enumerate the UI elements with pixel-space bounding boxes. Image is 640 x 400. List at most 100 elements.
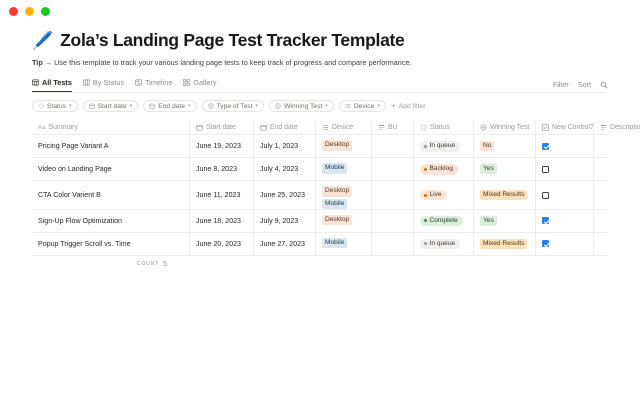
- cell-bu[interactable]: [372, 232, 414, 255]
- tab-timeline[interactable]: Timeline: [135, 75, 172, 92]
- cell-winning-test[interactable]: Yes: [474, 158, 536, 181]
- new-control-checkbox[interactable]: [542, 240, 549, 248]
- count-label[interactable]: COUNT: [137, 260, 159, 267]
- cell-end-date[interactable]: June 27, 2023: [254, 232, 316, 255]
- filter-pill-start-date[interactable]: Start date ▾: [82, 100, 139, 113]
- column-header-status[interactable]: Status: [414, 121, 474, 135]
- column-header-new-control-label: New Control?: [552, 124, 594, 132]
- column-header-summary[interactable]: Aa Summary: [32, 121, 190, 135]
- cell-end-date[interactable]: July 1, 2023: [254, 135, 316, 158]
- table-row[interactable]: CTA Color Varient B June 11, 2023 June 2…: [32, 181, 608, 210]
- column-header-end-date[interactable]: End date: [254, 121, 316, 135]
- column-header-device-label: Device: [332, 124, 354, 132]
- table-row[interactable]: Video on Landing Page June 8, 2023 July …: [32, 158, 608, 182]
- cell-start-date[interactable]: June 11, 2023: [190, 181, 254, 209]
- cell-summary[interactable]: Pricing Page Variant A: [32, 135, 190, 158]
- cell-start-date[interactable]: June 18, 2023: [190, 209, 254, 232]
- checkbox-icon: [542, 124, 549, 132]
- tab-gallery[interactable]: Gallery: [183, 75, 217, 92]
- cell-start-date[interactable]: June 8, 2023: [190, 158, 254, 181]
- column-header-device[interactable]: Device: [316, 121, 372, 135]
- search-icon[interactable]: [600, 81, 608, 89]
- table-header: Aa Summary Start date: [32, 121, 640, 136]
- new-control-checkbox[interactable]: [542, 142, 549, 150]
- cell-new-control[interactable]: [536, 158, 594, 181]
- column-header-bu-label: BU: [388, 124, 398, 132]
- cell-start-date[interactable]: June 19, 2023: [190, 135, 254, 158]
- new-control-checkbox[interactable]: [542, 217, 549, 225]
- column-header-end-date-label: End date: [270, 124, 298, 132]
- column-header-description[interactable]: Description: [594, 121, 640, 134]
- cell-winning-test[interactable]: No: [474, 135, 536, 158]
- filter-pill-type-of-test[interactable]: Type of Test ▾: [201, 100, 265, 113]
- cell-status[interactable]: In queue: [414, 135, 474, 158]
- cell-bu[interactable]: [372, 135, 414, 158]
- cell-description[interactable]: [594, 181, 640, 208]
- cell-new-control[interactable]: [536, 209, 594, 232]
- cell-device[interactable]: Desktop: [316, 209, 372, 232]
- table-row[interactable]: Pricing Page Variant A June 19, 2023 Jul…: [32, 135, 608, 159]
- cell-bu[interactable]: [372, 209, 414, 232]
- minimize-button[interactable]: [25, 6, 34, 16]
- cell-device[interactable]: Mobile: [316, 158, 372, 181]
- cell-new-control[interactable]: [536, 181, 594, 209]
- page-title[interactable]: Zola’s Landing Page Test Tracker Templat…: [60, 30, 405, 50]
- cell-new-control[interactable]: [536, 232, 594, 255]
- filter-pill-end-date[interactable]: End date ▾: [143, 100, 197, 113]
- cell-winning-test[interactable]: Mixed Results: [474, 232, 536, 255]
- status-dot-icon: [424, 219, 427, 223]
- column-header-bu[interactable]: BU: [372, 121, 414, 135]
- add-filter-button[interactable]: + Add filter: [391, 102, 426, 110]
- filter-pill-status[interactable]: Status ▾: [32, 100, 78, 113]
- filter-pill-end-date-label: End date: [158, 102, 185, 110]
- cell-device[interactable]: Desktop Mobile: [316, 181, 372, 209]
- cell-start-date[interactable]: June 20, 2023: [190, 232, 254, 255]
- filter-button[interactable]: Filter: [552, 80, 569, 90]
- tab-all-tests[interactable]: All Tests: [32, 75, 72, 93]
- view-tabs: All Tests By Status: [32, 75, 217, 93]
- sort-button[interactable]: Sort: [577, 80, 591, 90]
- cell-summary[interactable]: Video on Landing Page: [32, 158, 190, 181]
- tip-label: Tip: [32, 58, 43, 67]
- new-control-checkbox[interactable]: [542, 191, 549, 199]
- table-row[interactable]: Sign-Up Flow Optimization June 18, 2023 …: [32, 209, 608, 233]
- new-control-checkbox[interactable]: [542, 165, 549, 173]
- maximize-button[interactable]: [41, 6, 50, 16]
- cell-description[interactable]: [594, 210, 640, 232]
- column-header-start-date[interactable]: Start date: [190, 121, 254, 135]
- table-row[interactable]: Popup Trigger Scroll vs. Time June 20, 2…: [32, 232, 608, 256]
- status-dot-icon: [424, 242, 427, 246]
- cell-winning-test[interactable]: Yes: [474, 209, 536, 232]
- cell-status[interactable]: Backlog: [414, 158, 474, 181]
- tab-gallery-label: Gallery: [193, 78, 217, 88]
- cell-new-control[interactable]: [536, 135, 594, 158]
- cell-end-date[interactable]: June 25, 2023: [254, 181, 316, 209]
- cell-description[interactable]: [594, 158, 640, 180]
- cell-bu[interactable]: [372, 158, 414, 181]
- cell-device[interactable]: Desktop: [316, 135, 372, 158]
- cell-status[interactable]: Complete: [414, 209, 474, 232]
- tip-callout: Tip → Use this template to track your va…: [32, 58, 608, 67]
- cell-description[interactable]: [594, 135, 640, 157]
- column-header-winning-test[interactable]: Winning Test: [474, 121, 536, 135]
- filter-pill-device[interactable]: Device ▾: [338, 100, 386, 113]
- cell-device[interactable]: Mobile: [316, 232, 372, 255]
- tip-text: → Use this template to track your variou…: [42, 58, 412, 67]
- cell-status[interactable]: Live: [414, 181, 474, 209]
- tab-by-status[interactable]: By Status: [83, 75, 124, 92]
- page-header: 🖊️ Zola’s Landing Page Test Tracker Temp…: [32, 30, 608, 51]
- cell-winning-test[interactable]: Mixed Results: [474, 181, 536, 209]
- cell-end-date[interactable]: July 4, 2023: [254, 158, 316, 181]
- cell-status[interactable]: In queue: [414, 232, 474, 255]
- column-header-new-control[interactable]: New Control?: [536, 121, 594, 135]
- cell-summary[interactable]: CTA Color Varient B: [32, 181, 190, 209]
- cell-summary[interactable]: Popup Trigger Scroll vs. Time: [32, 232, 190, 255]
- filter-pill-winning-test[interactable]: Winning Test ▾: [269, 100, 334, 113]
- cell-summary[interactable]: Sign-Up Flow Optimization: [32, 209, 190, 232]
- cell-description[interactable]: [594, 233, 640, 255]
- close-button[interactable]: [9, 6, 18, 16]
- cell-bu[interactable]: [372, 181, 414, 209]
- cell-end-date[interactable]: July 9, 2023: [254, 209, 316, 232]
- view-tab-bar: All Tests By Status: [32, 75, 608, 94]
